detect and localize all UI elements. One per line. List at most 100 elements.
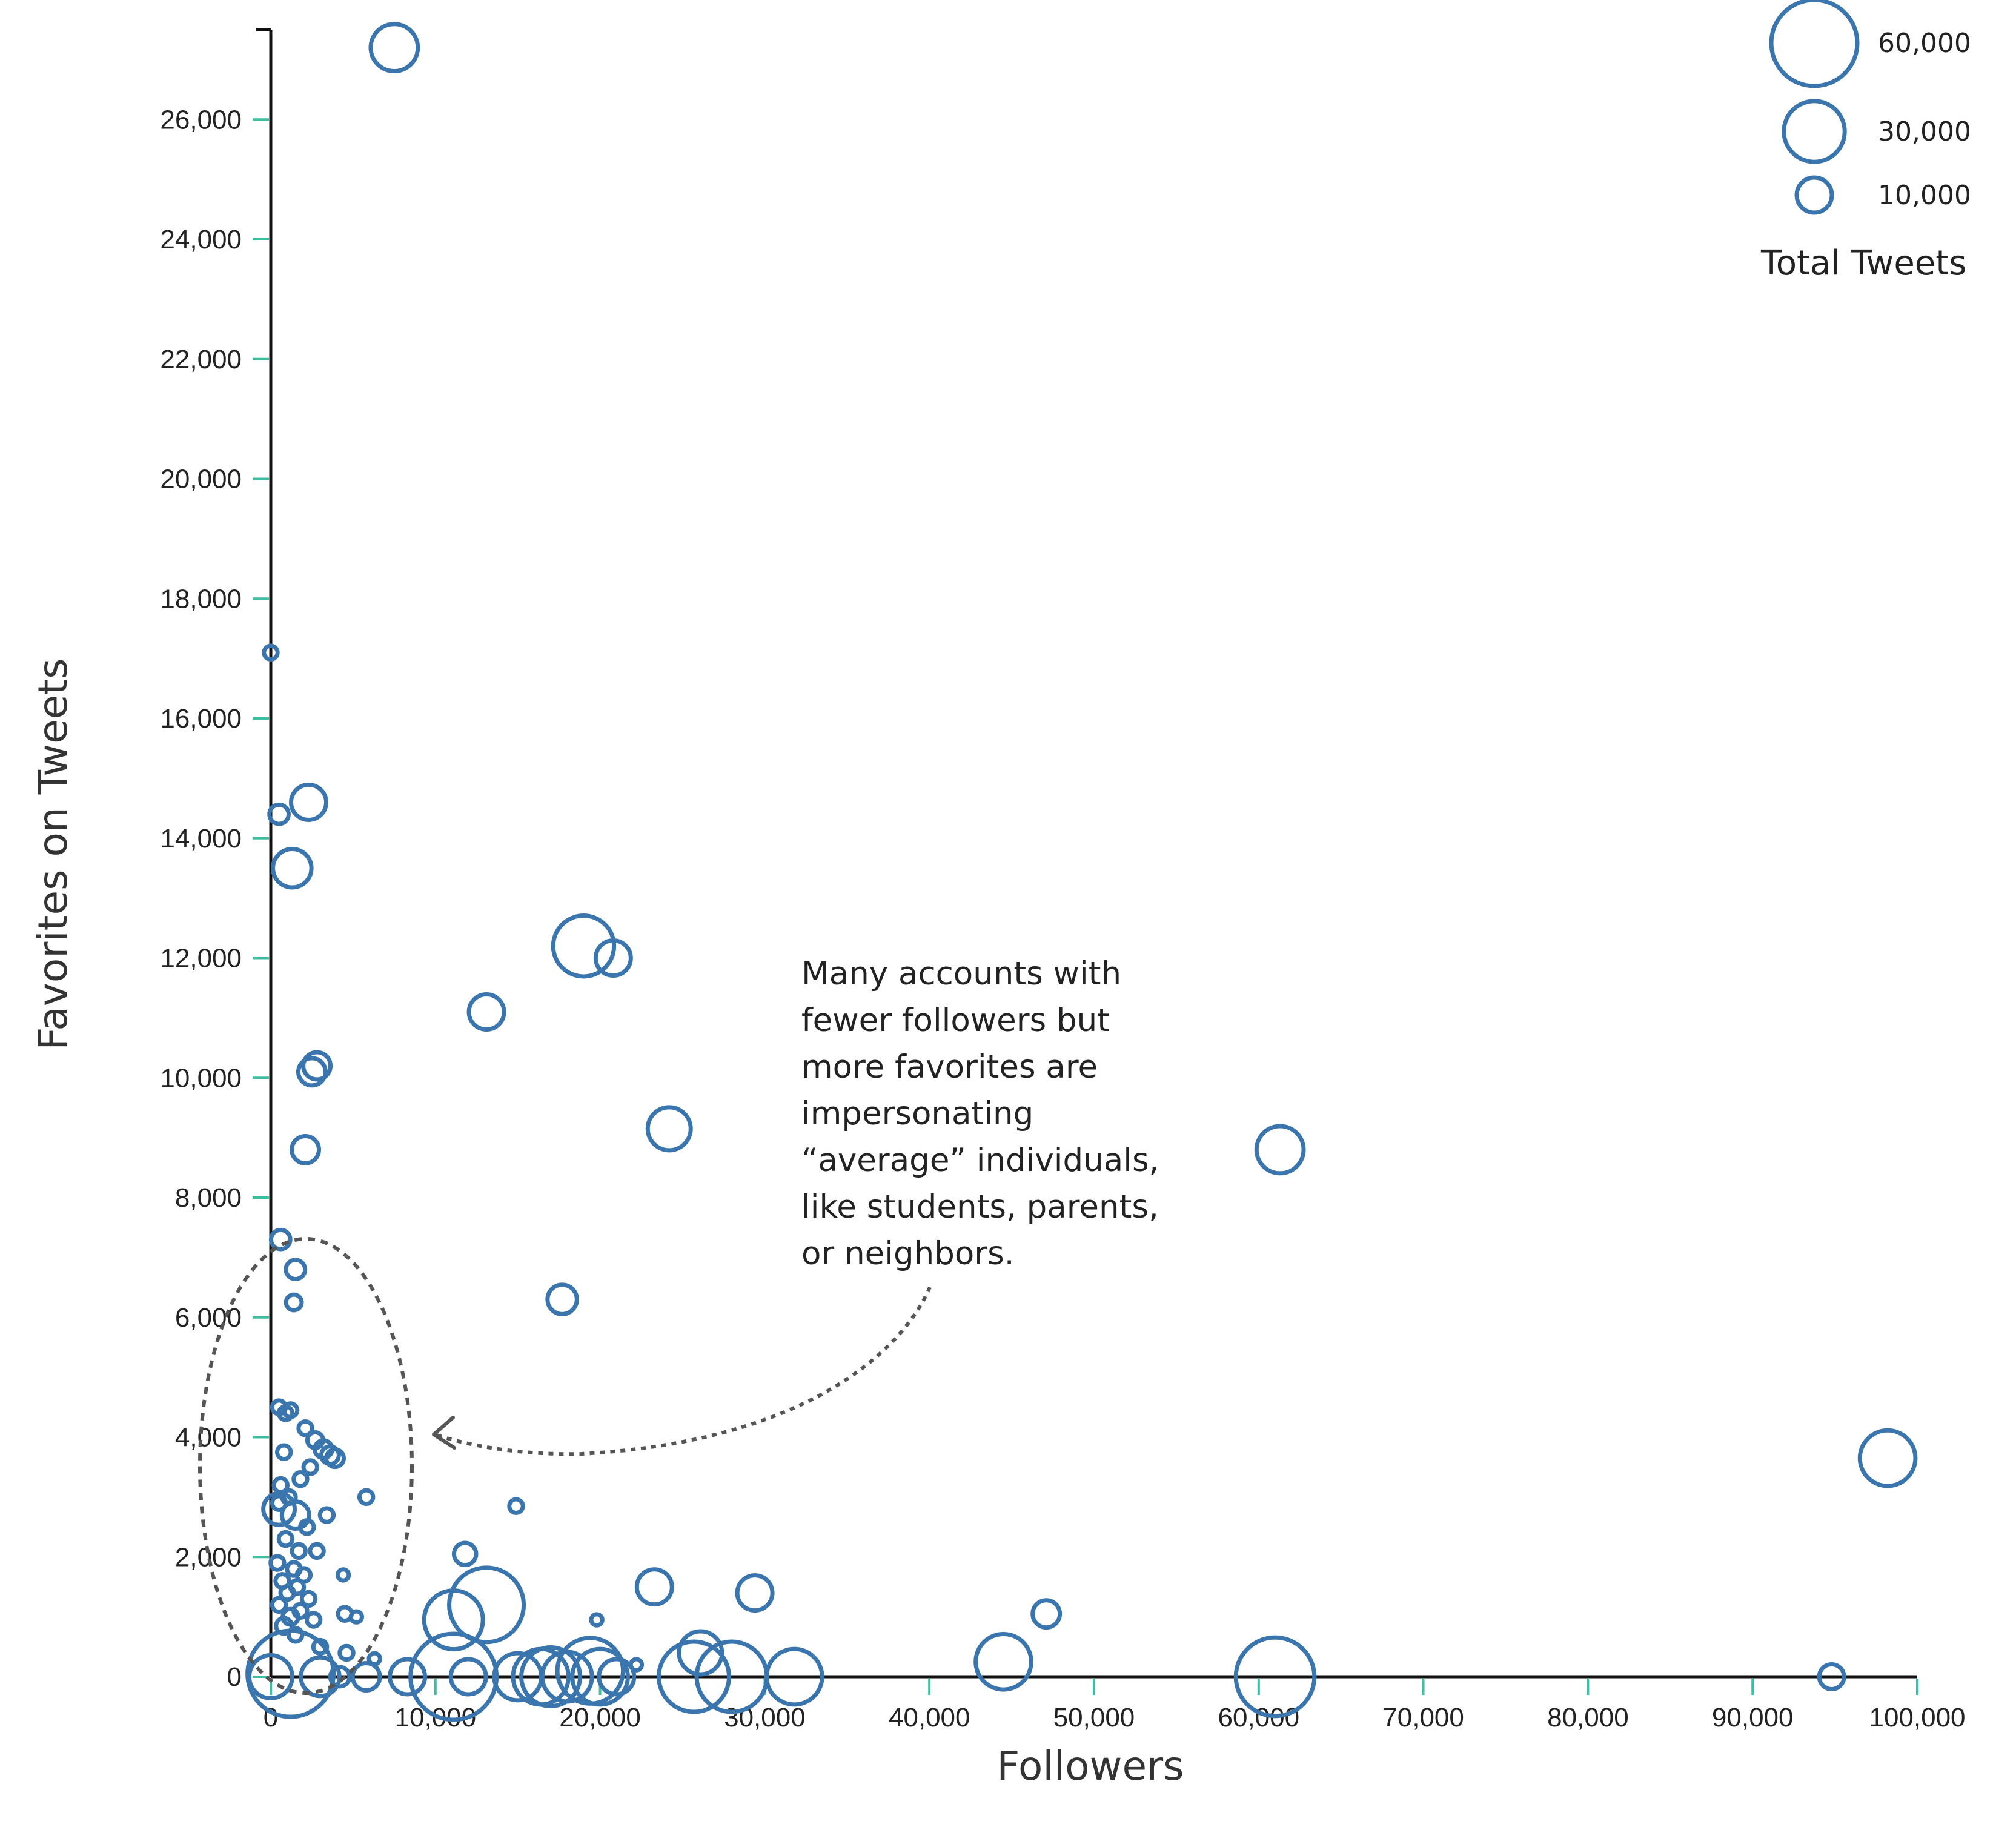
data-point: [1254, 1124, 1306, 1176]
annotation-arrow: [434, 1286, 932, 1456]
y-tick-label: 10,000: [160, 1063, 242, 1093]
y-tick-label: 14,000: [160, 824, 242, 854]
y-tick-label: 12,000: [160, 944, 242, 973]
x-tick-label: 70,000: [1382, 1703, 1464, 1732]
legend-circle: [1769, 0, 1860, 88]
legend-label: 30,000: [1878, 116, 1971, 147]
data-point: [451, 1540, 479, 1568]
y-tick-label: 4,000: [175, 1423, 242, 1453]
y-tick-label: 24,000: [160, 225, 242, 254]
data-point: [296, 1419, 314, 1437]
data-point: [570, 1646, 630, 1707]
data-point: [597, 1657, 637, 1697]
y-axis-title: Favorites on Tweets: [30, 658, 76, 1050]
y-tick-label: 20,000: [160, 465, 242, 494]
highlight-ellipse: [198, 1237, 414, 1695]
annotation-line: more favorites are: [801, 1049, 1098, 1086]
legend-label: 10,000: [1878, 180, 1971, 211]
data-point: [507, 1497, 525, 1515]
annotation-line: Many accounts with: [801, 955, 1121, 992]
data-point: [301, 1050, 333, 1082]
size-legend: Total Tweets 60,000 30,000 10,000: [1760, 0, 1971, 283]
data-point: [276, 1404, 295, 1422]
data-point: [448, 1657, 488, 1697]
data-point: [291, 1470, 310, 1488]
data-point: [348, 1609, 365, 1625]
data-point: [317, 1506, 336, 1524]
data-point: [301, 1458, 319, 1476]
data-point: [357, 1488, 376, 1507]
data-point: [447, 1565, 526, 1645]
data-point: [284, 1292, 304, 1313]
data-point: [267, 802, 291, 826]
data-point: [735, 1573, 775, 1613]
annotation-line: or neighbors.: [801, 1235, 1015, 1272]
data-point: [298, 1518, 316, 1536]
x-tick-label: 80,000: [1547, 1703, 1629, 1732]
data-point: [290, 1133, 322, 1166]
y-tick-label: 26,000: [160, 105, 242, 134]
data-point: [519, 1645, 583, 1709]
data-point: [275, 1443, 293, 1461]
data-point: [299, 1655, 342, 1699]
data-point: [299, 1590, 318, 1608]
data-point: [973, 1631, 1033, 1692]
arrowhead-icon: [432, 1416, 456, 1450]
data-point: [304, 1611, 323, 1629]
data-point: [337, 1643, 356, 1662]
data-point: [289, 782, 328, 822]
data-points: [245, 22, 1918, 1722]
y-tick-label: 8,000: [175, 1183, 242, 1213]
data-point: [368, 22, 420, 74]
data-point: [551, 913, 617, 979]
data-point: [589, 1612, 605, 1628]
legend-circle: [1782, 99, 1847, 164]
data-point: [270, 1596, 288, 1614]
data-point: [271, 846, 314, 890]
data-point: [1817, 1662, 1846, 1691]
data-point: [1857, 1428, 1918, 1488]
data-point: [324, 1447, 346, 1470]
data-point: [308, 1542, 326, 1560]
x-axis: 0 10,000 20,000 30,000 40,000 50,000 60,000 70,…: [264, 1675, 1966, 1732]
x-axis-title: Followers: [996, 1743, 1184, 1789]
data-point: [262, 643, 280, 662]
x-tick-label: 60,000: [1218, 1703, 1300, 1732]
data-point: [328, 1665, 352, 1689]
data-point: [350, 1661, 382, 1693]
data-point: [466, 992, 506, 1032]
data-point: [388, 1657, 428, 1697]
data-point: [279, 1499, 311, 1531]
data-point: [261, 1491, 297, 1527]
x-tick-label: 50,000: [1053, 1703, 1135, 1732]
data-point: [276, 1530, 295, 1548]
y-tick-label: 6,000: [175, 1303, 242, 1333]
data-point: [764, 1646, 824, 1707]
annotation-line: fewer followers but: [801, 1002, 1110, 1039]
data-point: [274, 1616, 294, 1636]
y-tick-label: 18,000: [160, 584, 242, 614]
annotation: Many accounts with fewer followers but mor…: [198, 955, 1159, 1695]
data-point: [677, 1629, 724, 1677]
data-point: [408, 1631, 499, 1722]
x-tick-label: 40,000: [889, 1703, 970, 1732]
data-point: [335, 1567, 351, 1583]
data-point: [268, 1227, 293, 1252]
x-tick-label: 100,000: [1869, 1703, 1965, 1732]
data-point: [645, 1105, 693, 1153]
data-point: [247, 1653, 294, 1700]
data-point: [284, 1258, 308, 1282]
data-point: [628, 1657, 645, 1673]
data-point: [634, 1567, 674, 1607]
x-tick-label: 20,000: [559, 1703, 641, 1732]
data-point: [1233, 1635, 1317, 1719]
annotation-text: Many accounts with fewer followers but mor…: [801, 955, 1159, 1272]
x-tick-label: 30,000: [724, 1703, 806, 1732]
data-point: [268, 1554, 287, 1572]
annotation-line: like students, parents,: [801, 1189, 1159, 1225]
data-point: [296, 1056, 328, 1088]
y-tick-label: 22,000: [160, 345, 242, 374]
y-tick-label: 0: [227, 1662, 242, 1692]
y-tick-label: 16,000: [160, 704, 242, 734]
x-tick-label: 90,000: [1712, 1703, 1794, 1732]
